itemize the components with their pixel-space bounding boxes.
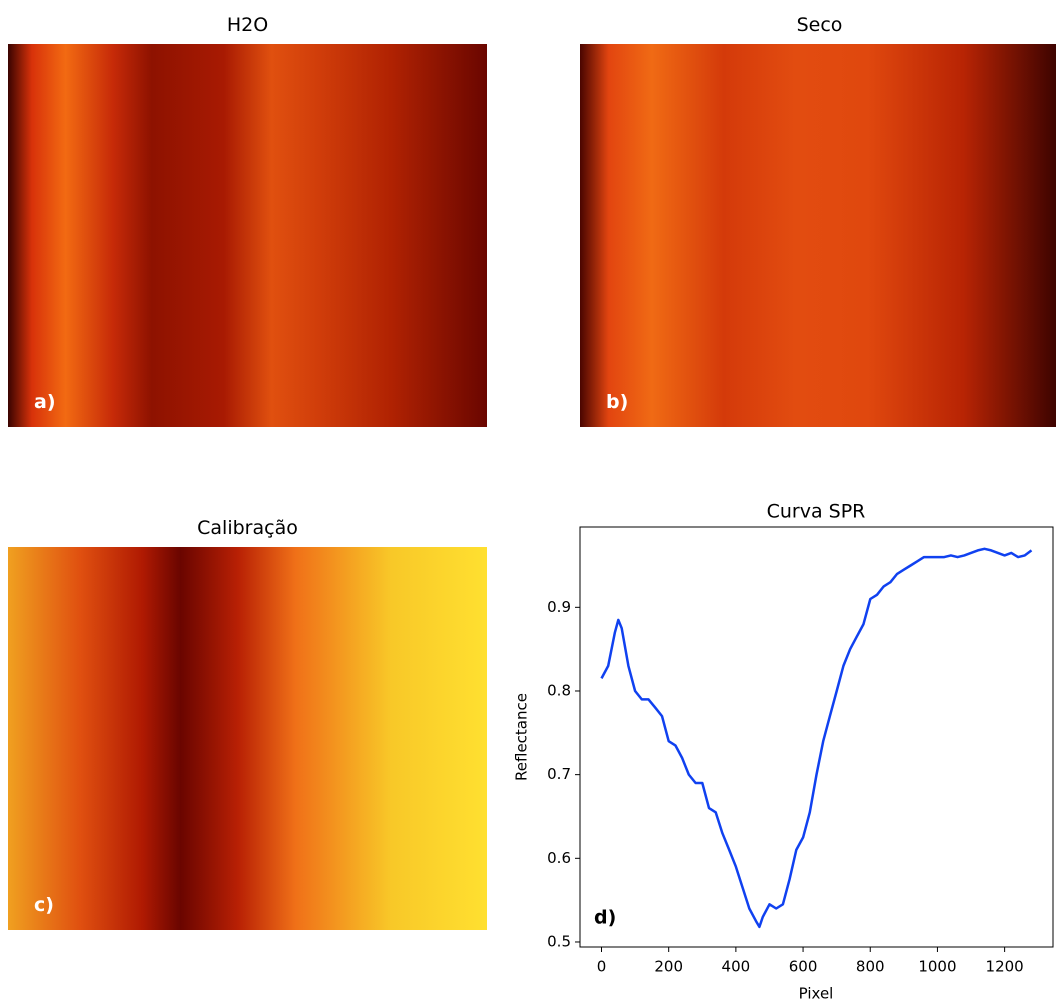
x-tick-label: 0 xyxy=(597,958,607,976)
x-axis-label: Pixel xyxy=(799,985,834,1003)
panel-label: c) xyxy=(34,894,54,916)
y-tick-label: 0.7 xyxy=(547,765,571,783)
heatmap-image: b) xyxy=(580,44,1056,427)
chart-title: Curva SPR xyxy=(767,501,866,523)
plot-frame xyxy=(579,526,1054,948)
panel-label: b) xyxy=(606,391,629,413)
x-tick-label: 400 xyxy=(722,958,751,976)
image-title: H2O xyxy=(226,14,269,36)
image-title: Calibração xyxy=(197,517,298,539)
panel-label: a) xyxy=(34,391,56,413)
y-tick-label: 0.8 xyxy=(547,681,571,699)
heatmap-image: c) xyxy=(8,547,487,930)
x-tick-label: 600 xyxy=(789,958,818,976)
x-tick-label: 1200 xyxy=(986,958,1024,976)
x-tick-label: 1000 xyxy=(918,958,956,976)
y-axis-label: Reflectance xyxy=(513,693,531,781)
x-tick-label: 800 xyxy=(856,958,885,976)
data-line xyxy=(600,547,1033,929)
panel-label: d) xyxy=(594,907,616,929)
image-title: Seco xyxy=(796,14,843,36)
y-tick-label: 0.5 xyxy=(547,932,571,950)
y-tick-label: 0.9 xyxy=(547,598,571,616)
heatmap-image: a) xyxy=(8,44,487,427)
y-tick-label: 0.6 xyxy=(547,849,571,867)
x-tick-label: 200 xyxy=(654,958,683,976)
